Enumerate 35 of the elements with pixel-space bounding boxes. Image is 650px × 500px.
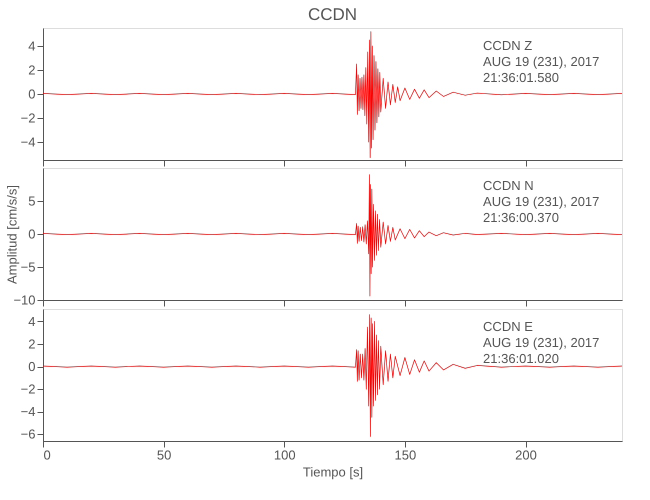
x-tick-label: 150 [394, 448, 416, 462]
annotation: AUG 19 (231), 2017 [483, 335, 600, 350]
line-series [43, 314, 622, 437]
y-tick-label: 0 [28, 359, 36, 374]
annotation: AUG 19 (231), 2017 [483, 54, 600, 69]
y-tick-label: 4 [28, 38, 36, 54]
annotation: 21:36:01.580 [483, 70, 559, 85]
y-tick-label: −2 [20, 110, 36, 126]
x-tick-label: 200 [515, 448, 537, 462]
annotation: CCDN N [483, 178, 534, 193]
y-tick-label: 0 [28, 86, 36, 102]
annotation: AUG 19 (231), 2017 [483, 194, 600, 209]
x-tick-label: 0 [44, 448, 51, 462]
x-tick-label: 50 [156, 448, 172, 462]
y-axis-title: Amplitud [cm/s/s] [4, 185, 20, 284]
x-axis-title: Tiempo [s] [302, 464, 364, 480]
annotation: CCDN E [483, 319, 534, 334]
y-tick-label: −6 [20, 426, 36, 442]
y-tick-label: 2 [28, 62, 36, 78]
line-series [43, 174, 622, 296]
y-tick-label: −10 [13, 292, 36, 308]
y-tick-label: 2 [28, 336, 36, 352]
y-tick-label: −5 [20, 260, 36, 274]
y-tick-label: 0 [28, 226, 36, 242]
annotation: 21:36:00.370 [483, 210, 559, 225]
y-tick-label: 5 [28, 194, 36, 208]
chart-title: CCDN [308, 5, 358, 24]
x-tick-label: 100 [274, 448, 296, 462]
y-tick-label: −4 [20, 404, 36, 420]
y-tick-label: −4 [20, 134, 36, 150]
y-tick-label: 4 [28, 314, 36, 329]
annotation: 21:36:01.020 [483, 351, 559, 366]
annotation: CCDN Z [483, 38, 532, 53]
y-tick-label: −2 [20, 382, 36, 397]
line-series [43, 31, 622, 158]
